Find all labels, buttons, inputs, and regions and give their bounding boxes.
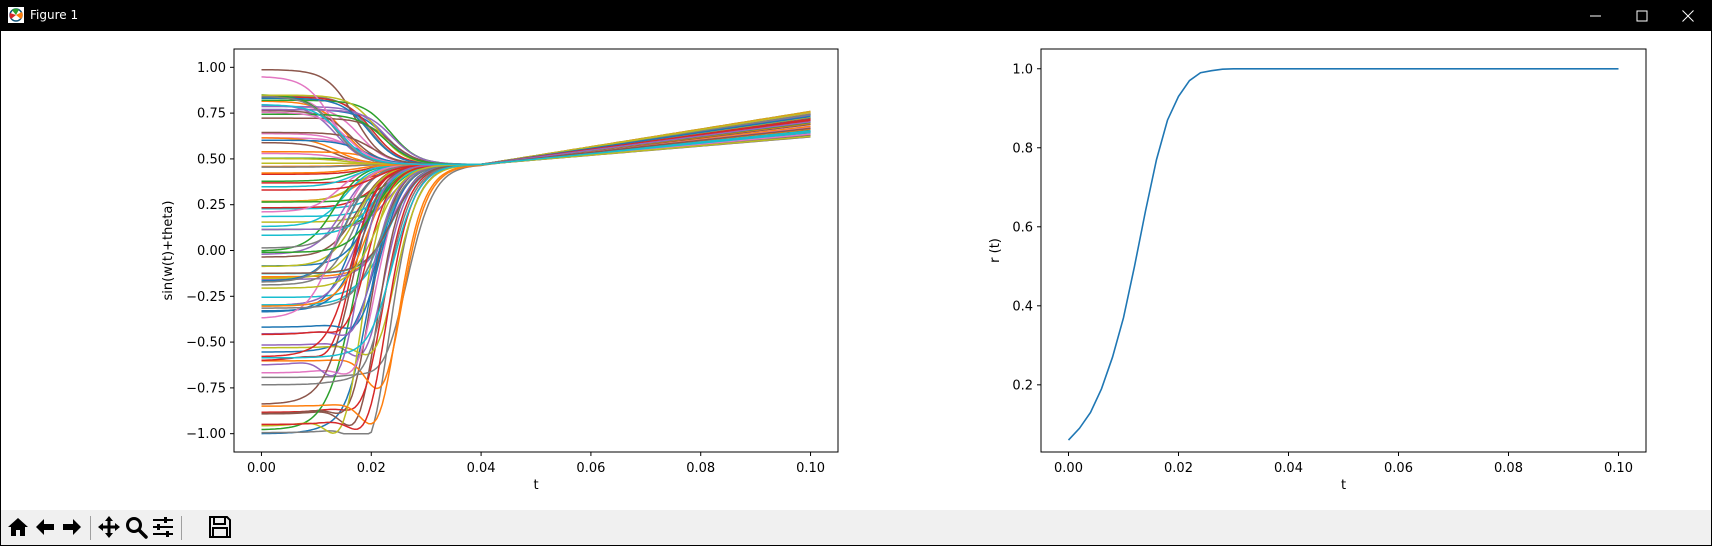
r-series-line <box>1067 67 1619 441</box>
close-icon <box>1682 10 1694 22</box>
y-tick-label: 1.00 <box>197 61 226 76</box>
save-icon <box>209 516 231 538</box>
right-y-axis-label: r (t) <box>988 238 1003 263</box>
home-button[interactable] <box>5 514 31 540</box>
save-button[interactable] <box>207 514 233 540</box>
x-tick-label: 0.08 <box>1494 461 1523 476</box>
y-tick-label: 0.50 <box>197 152 226 167</box>
close-button[interactable] <box>1665 0 1711 31</box>
y-tick-label: 0.75 <box>197 107 226 122</box>
zoom-icon <box>126 517 148 539</box>
y-tick-label: 0.6 <box>1012 220 1033 235</box>
figure-canvas[interactable]: 0.00 0.02 0.04 0.06 0.08 0.10 −1.00 −0.75 −0.50… <box>1 31 1711 510</box>
left-y-axis-label: sin(w(t)+theta) <box>161 201 176 301</box>
navigation-toolbar <box>1 510 1711 545</box>
right-plot-lines <box>1067 67 1619 441</box>
pan-button[interactable] <box>96 514 122 540</box>
x-tick-label: 0.06 <box>1384 461 1413 476</box>
right-y-ticks: 0.2 0.4 0.6 0.8 1.0 <box>1012 62 1041 393</box>
x-tick-label: 0.06 <box>576 461 605 476</box>
maximize-button[interactable] <box>1619 0 1665 31</box>
y-tick-label: −0.25 <box>186 290 226 305</box>
x-tick-label: 0.00 <box>1054 461 1083 476</box>
y-tick-label: −1.00 <box>186 427 226 442</box>
oscillator-series-line <box>261 121 811 377</box>
left-x-ticks: 0.00 0.02 0.04 0.06 0.08 0.10 <box>247 452 825 476</box>
y-tick-label: 1.0 <box>1012 62 1033 77</box>
y-tick-label: 0.00 <box>197 244 226 259</box>
left-plot-lines <box>261 68 811 435</box>
x-tick-label: 0.02 <box>357 461 386 476</box>
oscillator-series-line <box>261 123 811 274</box>
x-tick-label: 0.10 <box>1604 461 1633 476</box>
forward-button[interactable] <box>59 514 85 540</box>
x-tick-label: 0.04 <box>1274 461 1303 476</box>
y-tick-label: 0.8 <box>1012 141 1033 156</box>
toolbar-separator <box>90 516 91 540</box>
y-tick-label: −0.50 <box>186 336 226 351</box>
oscillator-series-line <box>261 128 811 278</box>
x-tick-label: 0.02 <box>1164 461 1193 476</box>
minimize-button[interactable] <box>1573 0 1619 31</box>
configure-subplots-icon <box>153 517 173 537</box>
oscillator-series-line <box>261 133 811 405</box>
back-button[interactable] <box>32 514 58 540</box>
y-tick-label: 0.25 <box>197 198 226 213</box>
x-tick-label: 0.08 <box>686 461 715 476</box>
maximize-icon <box>1636 10 1648 22</box>
toolbar-separator <box>181 516 182 540</box>
home-icon <box>8 518 28 536</box>
matplotlib-app-icon <box>8 7 24 23</box>
right-x-axis-label: t <box>1341 478 1346 493</box>
y-tick-label: 0.4 <box>1012 299 1033 314</box>
oscillator-series-line <box>261 104 811 166</box>
left-axes: 0.00 0.02 0.04 0.06 0.08 0.10 −1.00 −0.75 −0.50… <box>161 48 839 493</box>
x-tick-label: 0.04 <box>467 461 496 476</box>
right-x-ticks: 0.00 0.02 0.04 0.06 0.08 0.10 <box>1054 452 1633 476</box>
configure-subplots-button[interactable] <box>150 514 176 540</box>
forward-arrow-icon <box>63 519 81 535</box>
x-tick-label: 0.00 <box>247 461 276 476</box>
window-titlebar: Figure 1 <box>0 0 1712 31</box>
left-y-ticks: −1.00 −0.75 −0.50 −0.25 0.00 0.25 0.50 0.75 1.00 <box>186 61 234 442</box>
right-axes: 0.00 0.02 0.04 0.06 0.08 0.10 0.2 0.4 0.6 0.8 1.0… <box>988 48 1647 493</box>
oscillator-series-line <box>261 120 811 306</box>
right-axes-frame <box>1040 48 1647 453</box>
back-arrow-icon <box>36 519 54 535</box>
left-x-axis-label: t <box>533 478 538 493</box>
pan-icon <box>98 516 120 538</box>
y-tick-label: −0.75 <box>186 381 226 396</box>
window-title: Figure 1 <box>30 8 79 22</box>
minimize-icon <box>1590 15 1601 17</box>
y-tick-label: 0.2 <box>1012 378 1033 393</box>
zoom-button[interactable] <box>123 514 149 540</box>
x-tick-label: 0.10 <box>796 461 825 476</box>
